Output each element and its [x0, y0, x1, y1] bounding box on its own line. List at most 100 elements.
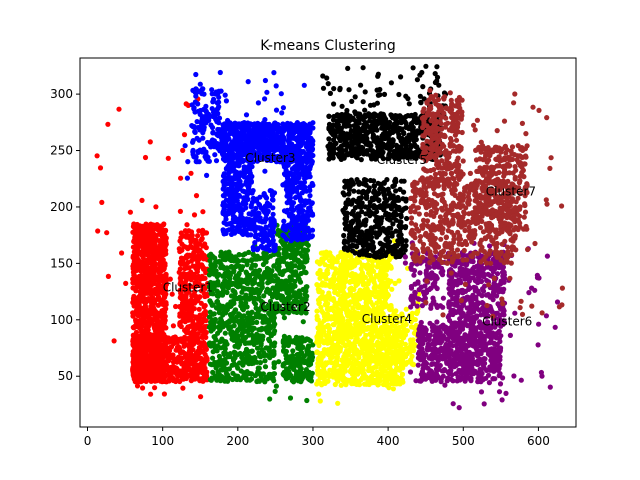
- data-point: [240, 356, 246, 362]
- data-point: [216, 115, 223, 121]
- data-point: [177, 208, 183, 214]
- data-point: [305, 336, 311, 343]
- data-point: [140, 247, 146, 253]
- data-point: [304, 256, 310, 262]
- data-point: [184, 175, 190, 181]
- data-point: [198, 300, 204, 306]
- data-point: [151, 358, 157, 364]
- data-point: [296, 250, 302, 256]
- data-point: [300, 168, 306, 174]
- data-point: [262, 77, 268, 84]
- data-point: [258, 243, 264, 249]
- data-point: [270, 205, 276, 211]
- data-point: [276, 359, 282, 365]
- data-point: [282, 234, 288, 240]
- data-point: [229, 256, 235, 262]
- data-point: [272, 388, 278, 394]
- data-point: [148, 391, 154, 397]
- data-point: [197, 81, 203, 87]
- cluster-1-points: [94, 96, 211, 400]
- data-point: [217, 327, 223, 333]
- data-point: [309, 354, 316, 360]
- data-point: [205, 154, 211, 160]
- data-point: [181, 315, 187, 321]
- data-point: [286, 368, 292, 374]
- data-point: [265, 209, 271, 215]
- data-point: [256, 273, 263, 279]
- points-layer: [94, 63, 566, 411]
- data-point: [218, 265, 224, 271]
- data-point: [143, 251, 149, 257]
- data-point: [225, 117, 231, 124]
- data-point: [178, 175, 184, 181]
- data-point: [307, 193, 313, 199]
- data-point: [246, 326, 252, 332]
- data-point: [270, 237, 276, 243]
- data-point: [242, 121, 248, 127]
- data-point: [237, 208, 243, 214]
- data-point: [261, 271, 267, 277]
- data-point: [295, 245, 301, 251]
- data-point: [286, 197, 292, 203]
- data-point: [130, 310, 136, 316]
- data-point: [305, 242, 311, 248]
- data-point: [290, 348, 296, 354]
- data-point: [288, 122, 295, 128]
- data-point: [239, 332, 245, 339]
- data-point: [218, 318, 224, 324]
- data-point: [184, 255, 190, 261]
- data-point: [292, 126, 298, 132]
- data-point: [238, 220, 244, 226]
- data-point: [163, 273, 169, 279]
- data-point: [187, 366, 193, 372]
- data-point: [130, 285, 136, 291]
- data-point: [288, 254, 294, 261]
- data-point: [294, 194, 300, 200]
- data-point: [219, 336, 225, 342]
- data-point: [223, 98, 229, 104]
- data-point: [99, 199, 105, 205]
- data-point: [154, 352, 160, 358]
- data-point: [183, 101, 189, 107]
- data-point: [234, 342, 240, 348]
- data-point: [259, 279, 265, 285]
- data-point: [142, 154, 149, 161]
- data-point: [130, 324, 136, 330]
- data-point: [228, 264, 234, 270]
- data-point: [281, 218, 287, 224]
- data-point: [271, 330, 277, 336]
- data-point: [191, 212, 198, 218]
- data-point: [130, 229, 136, 235]
- data-point: [160, 222, 166, 228]
- data-point: [243, 112, 250, 118]
- data-point: [260, 134, 266, 140]
- data-point: [144, 235, 150, 241]
- data-point: [131, 353, 137, 359]
- chart-title: K-means Clustering: [260, 38, 396, 54]
- data-point: [266, 336, 272, 342]
- data-point: [217, 127, 223, 133]
- data-point: [242, 189, 248, 195]
- data-point: [246, 249, 252, 255]
- data-point: [153, 235, 159, 241]
- data-point: [262, 358, 268, 364]
- data-point: [261, 350, 267, 356]
- data-point: [271, 361, 277, 367]
- data-point: [232, 307, 238, 313]
- data-point: [233, 314, 240, 320]
- data-point: [256, 136, 262, 142]
- data-point: [220, 285, 226, 291]
- data-point: [309, 160, 315, 167]
- data-point: [210, 99, 216, 105]
- data-point: [235, 161, 241, 167]
- data-point: [97, 165, 104, 171]
- data-point: [157, 335, 163, 341]
- data-point: [276, 264, 282, 270]
- data-point: [182, 143, 188, 149]
- data-point: [177, 266, 183, 272]
- data-point: [211, 111, 217, 117]
- data-point: [243, 269, 249, 275]
- data-point: [191, 333, 197, 339]
- data-point: [161, 284, 167, 290]
- data-point: [136, 298, 142, 305]
